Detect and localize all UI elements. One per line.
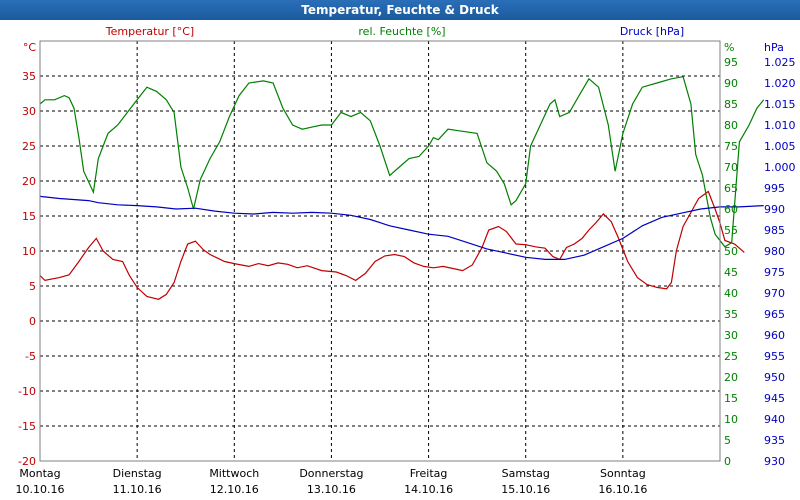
pressure-tick-label: 950 [764,371,785,384]
x-axis-labels: Montag 10.10.16 Dienstag 11.10.16 Mittwoch 12… [16,467,648,496]
humidity-tick-label: 80 [724,119,738,132]
temperature-tick-label: 15 [22,210,36,223]
temperature-tick-label: -20 [18,455,36,468]
grid-layer [40,41,720,461]
humidity-tick-label: 5 [724,434,731,447]
x-day-label: Freitag [410,467,448,480]
pressure-tick-label: 965 [764,308,785,321]
pressure-tick-label: 935 [764,434,785,447]
humidity-tick-label: 55 [724,224,738,237]
humidity-tick-label: 15 [724,392,738,405]
humidity-tick-label: 85 [724,98,738,111]
pressure-line [39,195,764,260]
temperature-tick-label: 35 [22,70,36,83]
pressure-tick-label: 930 [764,455,785,468]
pressure-tick-label: 960 [764,329,785,342]
temperature-axis-title: Temperatur [°C] [105,25,194,38]
x-date-label: 16.10.16 [598,483,647,496]
humidity-tick-label: 20 [724,371,738,384]
humidity-tick-label: 70 [724,161,738,174]
humidity-tick-label: 0 [724,455,731,468]
humidity-tick-label: 35 [724,308,738,321]
temperature-tick-label: 20 [22,175,36,188]
pressure-tick-label: 980 [764,245,785,258]
humidity-tick-label: 30 [724,329,738,342]
humidity-tick-label: 95 [724,56,738,69]
pressure-tick-label: 1.025 [764,56,796,69]
pressure-tick-label: 940 [764,413,785,426]
pressure-axis: 930 935 940 945 950 955 960 965 970 975 980 985 990 9… [764,41,796,468]
pressure-tick-label: 1.015 [764,98,796,111]
pressure-tick-label: 945 [764,392,785,405]
pressure-tick-label: 1.005 [764,140,796,153]
temperature-axis: -20 -15 -10 -5 0 5 10 15 20 25 30 35 °C [18,41,36,468]
x-day-label: Montag [19,467,60,480]
temperature-tick-label: 30 [22,105,36,118]
x-day-label: Dienstag [113,467,162,480]
temperature-tick-label: 5 [29,280,36,293]
pressure-tick-label: 1.010 [764,119,796,132]
pressure-tick-label: 985 [764,224,785,237]
pressure-tick-label: 975 [764,266,785,279]
pressure-tick-label: 1.020 [764,77,796,90]
temperature-tick-label: 25 [22,140,36,153]
x-date-label: 10.10.16 [16,483,65,496]
humidity-tick-label: 45 [724,266,738,279]
x-date-label: 15.10.16 [501,483,550,496]
chart-canvas: -20 -15 -10 -5 0 5 10 15 20 25 30 35 °C 0 5 10 15 20 25 30… [16,25,796,496]
chart-title: Temperatur, Feuchte & Druck [0,0,800,20]
humidity-tick-label: 10 [724,413,738,426]
humidity-unit-label: % [724,41,734,54]
x-day-label: Samstag [502,467,550,480]
pressure-unit-label: hPa [764,41,784,54]
humidity-tick-label: 25 [724,350,738,363]
temperature-tick-label: 10 [22,245,36,258]
pressure-tick-label: 955 [764,350,785,363]
temperature-tick-label: -10 [18,385,36,398]
humidity-tick-label: 50 [724,245,738,258]
x-date-label: 13.10.16 [307,483,356,496]
series-layer [39,76,765,300]
temperature-unit-label: °C [23,41,37,54]
pressure-tick-label: 970 [764,287,785,300]
humidity-tick-label: 40 [724,287,738,300]
x-day-label: Donnerstag [299,467,363,480]
plot-frame [39,40,721,462]
temperature-tick-label: 0 [29,315,36,328]
humidity-axis-title: rel. Feuchte [%] [358,25,445,38]
axis-headers: Temperatur [°C] rel. Feuchte [%] Druck [hP… [105,25,684,38]
humidity-tick-label: 75 [724,140,738,153]
temperature-line [39,190,745,300]
pressure-tick-label: 990 [764,203,785,216]
humidity-tick-label: 65 [724,182,738,195]
plot-border [39,40,721,462]
x-date-label: 11.10.16 [113,483,162,496]
humidity-tick-label: 60 [724,203,738,216]
pressure-tick-label: 1.000 [764,161,796,174]
humidity-axis: 0 5 10 15 20 25 30 35 40 45 50 55 60 65 70 75 80 85 90 95% [724,41,738,468]
x-day-label: Sonntag [600,467,646,480]
x-date-label: 14.10.16 [404,483,453,496]
humidity-tick-label: 90 [724,77,738,90]
humidity-line [39,76,765,248]
pressure-axis-title: Druck [hPa] [620,25,684,38]
pressure-tick-label: 995 [764,182,785,195]
temperature-tick-label: -15 [18,420,36,433]
x-date-label: 12.10.16 [210,483,259,496]
temperature-tick-label: -5 [25,350,36,363]
x-day-label: Mittwoch [209,467,259,480]
